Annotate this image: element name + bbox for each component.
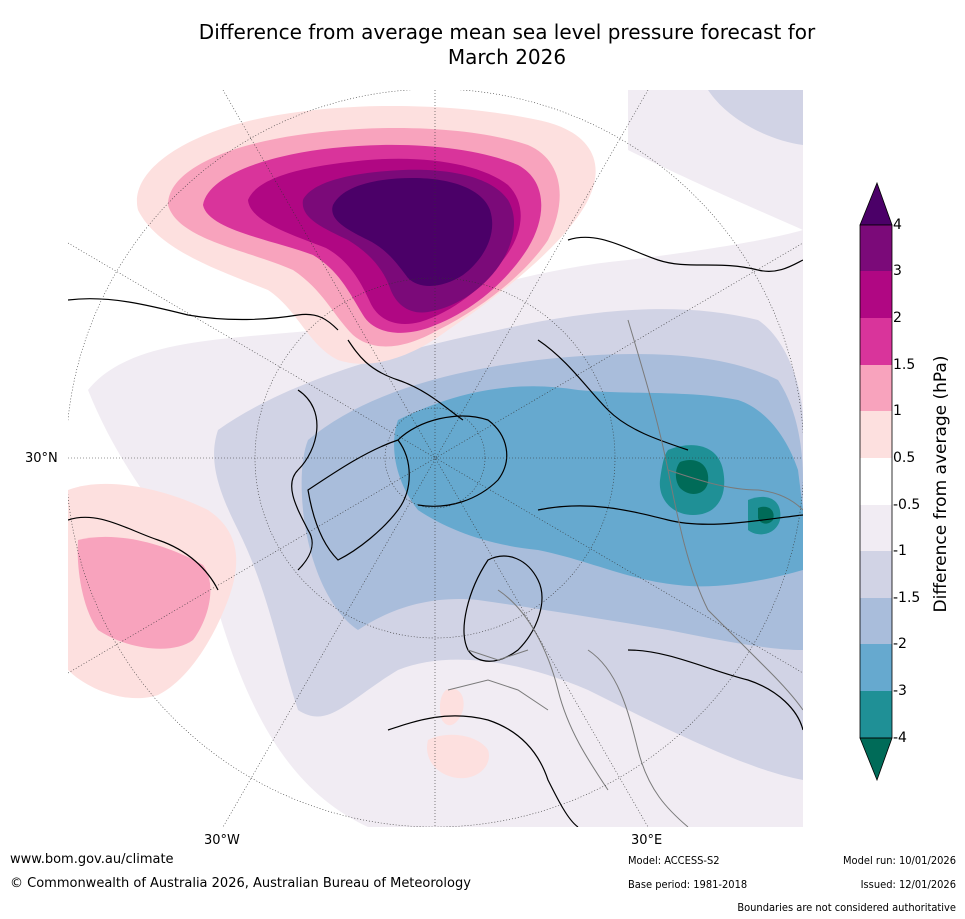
lon-label-30e: 30°E: [631, 833, 663, 848]
anomaly-region-gt4: [332, 178, 493, 286]
coastlines: [68, 236, 803, 827]
colorbar-arrow-top: [859, 181, 893, 226]
colorbar-seg-m1-m05: [860, 505, 892, 551]
footer-website: www.bom.gov.au/climate: [10, 852, 174, 867]
colorbar-tick-m4: -4: [893, 730, 907, 746]
colorbar-tick-1: 1: [893, 403, 902, 419]
colorbar-tick-2: 2: [893, 310, 902, 326]
colorbar-arrow-bottom: [859, 737, 893, 782]
colorbar-tick-m1: -1: [893, 543, 907, 559]
colorbar-tick-m3: -3: [893, 683, 907, 699]
colorbar-seg-15-2: [860, 318, 892, 365]
colorbar-seg-3-4: [860, 225, 892, 271]
anomaly-region-m15-m1-ne: [708, 90, 803, 145]
colorbar-label: Difference from average (hPa): [931, 355, 951, 613]
pressure-anomaly-map: [68, 90, 803, 827]
anomaly-region-05-1-med: [427, 734, 489, 779]
colorbar-tick-m2: -2: [893, 636, 907, 652]
colorbar-seg-2-3: [860, 271, 892, 318]
colorbar-tick-15: 1.5: [893, 357, 916, 373]
footer-base-period: Base period: 1981-2018: [628, 878, 748, 891]
footer-disclaimer: Boundaries are not considered authoritat…: [737, 901, 956, 914]
lon-label-30w: 30°W: [204, 833, 240, 848]
colorbar-tick-m05: -0.5: [893, 497, 921, 513]
anomaly-region-1-15-pac: [77, 536, 211, 649]
title-line-1: Difference from average mean sea level p…: [198, 20, 816, 44]
colorbar-tick-05: 0.5: [893, 450, 916, 466]
chart-title: Difference from average mean sea level p…: [0, 20, 965, 70]
country-boundaries: [447, 319, 803, 827]
colorbar-seg-m2-m15: [860, 598, 892, 644]
colorbar: [859, 181, 893, 782]
footer-model-run: Model run: 10/01/2026: [843, 854, 956, 867]
colorbar-tick-3: 3: [893, 263, 902, 279]
lat-label-30n: 30°N: [25, 451, 58, 466]
anomaly-region-m3-m2: [394, 386, 803, 587]
anomaly-region-lt-m4: [675, 460, 709, 494]
footer-model: Model: ACCESS-S2: [628, 854, 720, 867]
colorbar-seg-m3-m2: [860, 644, 892, 691]
colorbar-seg-m4-m3: [860, 691, 892, 738]
graticule: [68, 90, 803, 827]
colorbar-tick-4: 4: [893, 217, 902, 233]
colorbar-seg-m15-m1: [860, 551, 892, 598]
footer-copyright: © Commonwealth of Australia 2026, Austra…: [10, 876, 471, 891]
colorbar-seg-neutral: [860, 458, 892, 505]
title-line-2: March 2026: [447, 45, 567, 69]
colorbar-outline: [859, 224, 893, 739]
colorbar-seg-05-1: [860, 411, 892, 458]
colorbar-seg-1-15: [860, 365, 892, 411]
footer-issued: Issued: 12/01/2026: [860, 878, 956, 891]
colorbar-tick-m15: -1.5: [893, 590, 921, 606]
